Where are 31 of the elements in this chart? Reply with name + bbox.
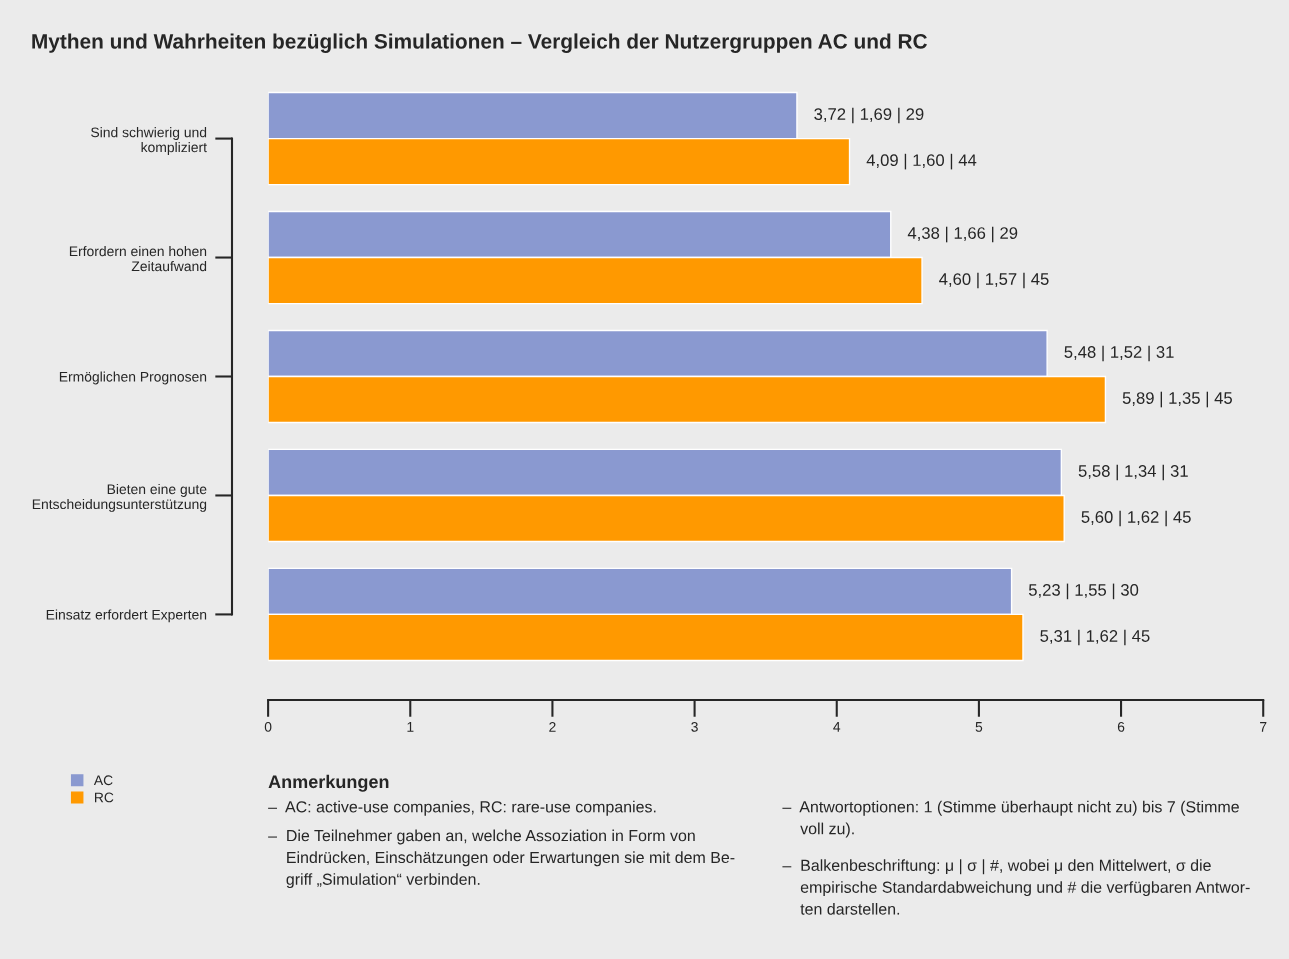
text: – Antwortoptionen: 1 (Stimme überhaupt nicht zu) bis 7 (Stimme voll zu). bbox=[782, 800, 1239, 838]
y-tick-label: Bieten eine gute Entscheidungsunterstützung bbox=[32, 483, 207, 512]
data-label: 5,89 | 1,35 | 45 bbox=[1122, 391, 1232, 408]
y-tick-label: Erfordern einen hohen Zeitaufwand bbox=[69, 246, 207, 272]
legend-label: RC bbox=[95, 792, 114, 803]
x-tick-label: 4 bbox=[833, 722, 841, 732]
x-tick-label: 7 bbox=[1260, 722, 1267, 732]
data-label: 3,72 | 1,69 | 29 bbox=[814, 107, 924, 124]
y-tick-label: Einsatz erfordert Experten bbox=[46, 609, 207, 623]
data-label: 5,31 | 1,62 | 45 bbox=[1040, 629, 1150, 646]
text: – Balkenbeschriftung: μ | σ | #, wobei μ den Mittelwert, σ die empirische Standardabweichung und # die verfügbaren Antwor- ten darstellen. bbox=[782, 859, 1250, 915]
y-tick-label: Sind schwierig und kompliziert bbox=[91, 127, 207, 155]
chart-title: Mythen und Wahrheiten bezüglich Simulationen – Vergleich der Nutzergruppen AC und RC bbox=[32, 33, 928, 53]
data-label: 5,60 | 1,62 | 45 bbox=[1081, 510, 1191, 527]
y-tick-label: Ermöglichen Prognosen bbox=[59, 371, 207, 385]
text: Anmerkungen bbox=[268, 774, 389, 792]
x-tick-label: 0 bbox=[264, 721, 272, 732]
x-tick-label: 3 bbox=[691, 721, 698, 732]
legend-label: AC bbox=[93, 775, 113, 786]
x-tick-label: 2 bbox=[549, 721, 556, 732]
data-label: 5,48 | 1,52 | 31 bbox=[1064, 345, 1174, 362]
x-tick-label: 1 bbox=[407, 722, 414, 732]
data-label: 4,38 | 1,66 | 29 bbox=[907, 226, 1018, 243]
text: – Die Teilnehmer gaben an, welche Assoziation in Form von Eindrücken, Einschätzungen oder Erwartungen sie mit dem Be- griff „Simulation“ verbinden. bbox=[268, 829, 735, 889]
data-label: 5,58 | 1,34 | 31 bbox=[1078, 464, 1188, 481]
text: – AC: active-use companies, RC: rare-use companies. bbox=[268, 800, 656, 816]
data-label: 5,23 | 1,55 | 30 bbox=[1028, 583, 1139, 600]
x-tick-label: 5 bbox=[975, 722, 983, 732]
data-label: 4,09 | 1,60 | 44 bbox=[866, 153, 977, 170]
x-tick-label: 6 bbox=[1117, 721, 1125, 732]
data-label: 4,60 | 1,57 | 45 bbox=[939, 272, 1049, 289]
